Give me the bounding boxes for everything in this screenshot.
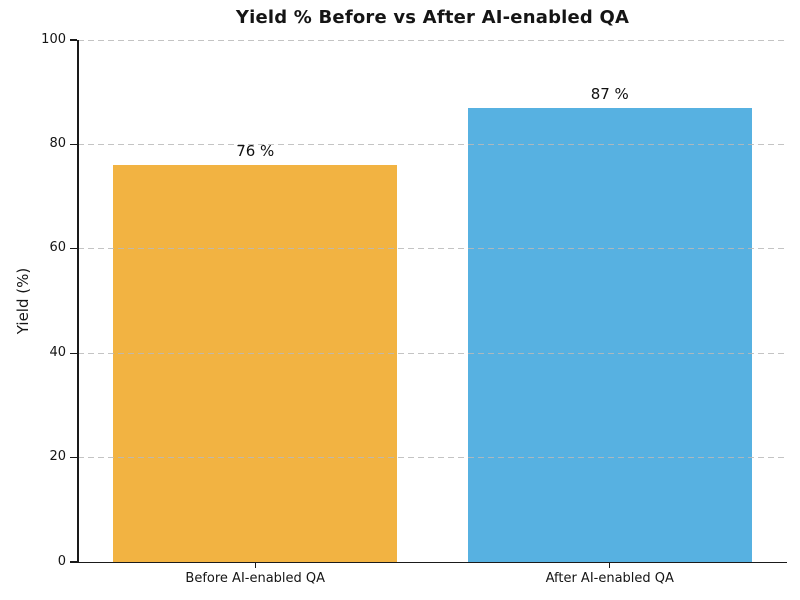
y-tick-mark <box>70 457 77 459</box>
y-axis-spine <box>77 40 79 562</box>
y-tick-label-40: 40 <box>49 344 66 360</box>
bar-after-ai-enabled-qa <box>467 107 752 562</box>
y-tick-mark <box>70 39 77 41</box>
x-tick-mark <box>609 562 611 568</box>
x-tick-mark <box>254 562 256 568</box>
gridline-y-60 <box>78 248 787 250</box>
gridline-y-80 <box>78 143 787 145</box>
x-tick-label-before-ai-enabled-qa: Before AI-enabled QA <box>185 571 326 586</box>
x-tick-label-after-ai-enabled-qa: After AI-enabled QA <box>545 571 674 586</box>
plot-area: 76 % Before AI-enabled QA 87 % After AI-ena… <box>41 32 787 586</box>
chart-title: Yield % Before vs After AI-enabled QA <box>235 7 630 28</box>
y-tick-mark <box>70 248 77 250</box>
y-tick-label-100: 100 <box>41 31 66 47</box>
bar-value-label-after-ai-enabled-qa: 87 % <box>590 84 629 103</box>
gridline-y-40 <box>78 352 787 354</box>
y-tick-mark <box>70 143 77 145</box>
x-axis-spine <box>77 561 787 563</box>
y-tick-label-20: 20 <box>49 449 66 465</box>
y-tick-label-80: 80 <box>49 135 66 151</box>
y-axis-label-container: Yield (%) <box>0 40 46 562</box>
y-tick-label-0: 0 <box>57 553 66 569</box>
gridline-y-100 <box>78 39 787 41</box>
bar-value-label-before-ai-enabled-qa: 76 % <box>236 142 275 161</box>
y-axis-label: Yield (%) <box>14 267 33 335</box>
y-tick-label-60: 60 <box>49 240 66 256</box>
y-tick-mark <box>70 352 77 354</box>
bar-before-ai-enabled-qa <box>113 165 398 562</box>
gridline-y-20 <box>78 457 787 459</box>
y-tick-mark <box>70 561 77 563</box>
